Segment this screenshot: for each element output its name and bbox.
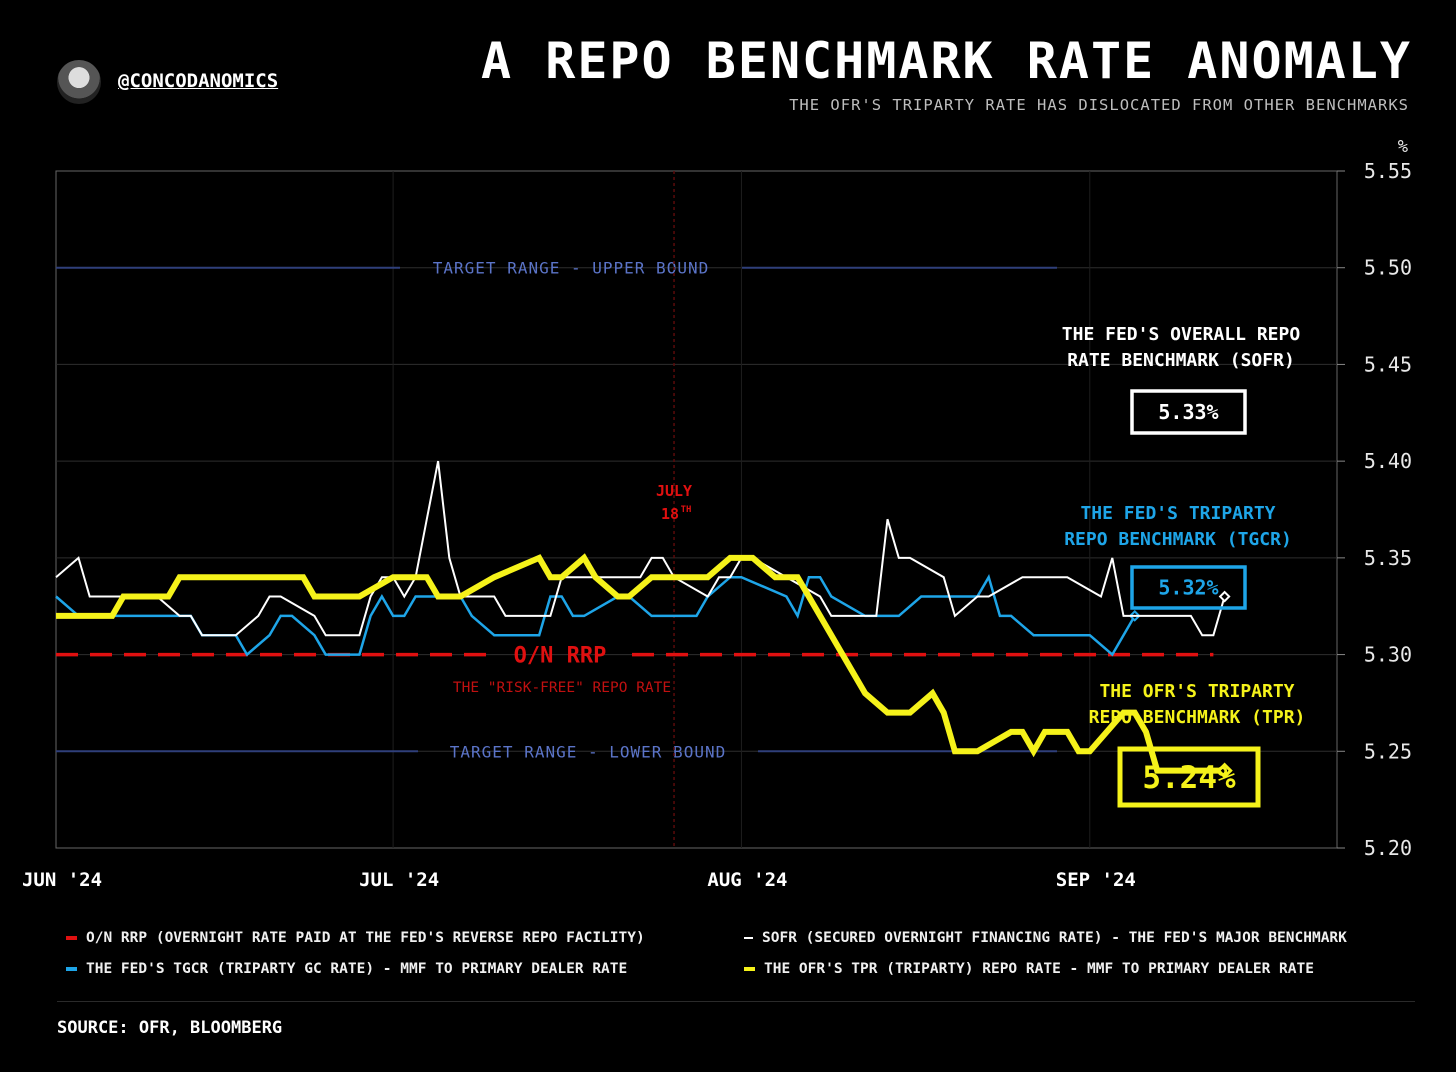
legend-label-onrrp: O/N RRP (OVERNIGHT RATE PAID AT THE FED'…: [86, 930, 645, 946]
x-tick-label: JUL '24: [359, 869, 439, 891]
y-tick-label: 5.20: [1364, 836, 1412, 860]
source-note: SOURCE: OFR, BLOOMBERG: [57, 1018, 283, 1038]
x-tick-label: SEP '24: [1056, 869, 1136, 891]
chart-title: A REPO BENCHMARK RATE ANOMALY: [481, 32, 1412, 90]
callout-tpr-title: REPO BENCHMARK (TPR): [1089, 707, 1306, 728]
callout-tpr-title: THE OFR'S TRIPARTY: [1099, 681, 1294, 702]
plot-frame: [55, 170, 1338, 849]
legend-swatch-onrrp: [66, 936, 77, 940]
legend-label-sofr: SOFR (SECURED OVERNIGHT FINANCING RATE) …: [762, 930, 1347, 946]
y-tick-label: 5.30: [1364, 643, 1412, 667]
legend-label-tpr: THE OFR'S TPR (TRIPARTY) REPO RATE - MMF…: [764, 961, 1314, 977]
series-line-tgcr: [55, 574, 1136, 657]
end-marker-sofr: [1218, 590, 1231, 603]
marker-label-sup: TH: [681, 505, 692, 515]
callout-tpr-box: [1117, 746, 1261, 808]
y-tick-label: 5.40: [1364, 449, 1412, 473]
legend-item-sofr: SOFR (SECURED OVERNIGHT FINANCING RATE) …: [744, 930, 1347, 946]
marker-label: JULY: [656, 482, 692, 500]
y-tick-label: 5.25: [1364, 739, 1412, 763]
avatar: [57, 60, 101, 104]
callout-tgcr-title: THE FED'S TRIPARTY: [1080, 503, 1275, 524]
series-line-tpr: [56, 553, 1225, 774]
target-range-label: TARGET RANGE - UPPER BOUND: [433, 259, 709, 278]
callout-sofr-box: [1130, 389, 1247, 435]
callout-tgcr-box: [1130, 565, 1247, 610]
y-tick-label: 5.45: [1364, 352, 1412, 376]
onrrp-label: O/N RRP: [514, 644, 607, 669]
legend-item-onrrp: O/N RRP (OVERNIGHT RATE PAID AT THE FED'…: [66, 930, 645, 946]
y-tick-label: 5.55: [1364, 159, 1412, 183]
callout-sofr-title: RATE BENCHMARK (SOFR): [1067, 350, 1295, 371]
callout-sofr-title: THE FED'S OVERALL REPO: [1062, 324, 1301, 345]
chart-subtitle: THE OFR'S TRIPARTY RATE HAS DISLOCATED F…: [789, 96, 1409, 114]
marker-label-day: 18: [661, 505, 679, 523]
y-tick-label: 5.50: [1364, 256, 1412, 280]
y-tick-label: 5.35: [1364, 546, 1412, 570]
legend-item-tpr: THE OFR'S TPR (TRIPARTY) REPO RATE - MMF…: [744, 961, 1314, 977]
legend-swatch-tgcr: [66, 967, 77, 971]
callout-tpr-value: 5.24%: [1142, 760, 1236, 796]
series-line-sofr: [55, 460, 1226, 637]
callout-sofr-value: 5.33%: [1158, 400, 1218, 424]
legend-swatch-sofr: [744, 937, 753, 939]
x-tick-label: JUN '24: [22, 869, 102, 891]
x-tick-label: AUG '24: [707, 869, 787, 891]
legend-swatch-tpr: [744, 967, 755, 971]
callout-tgcr-value: 5.32%: [1158, 576, 1218, 600]
author-handle[interactable]: @CONCODANOMICS: [118, 70, 279, 92]
y-axis-unit: %: [1398, 137, 1408, 157]
legend-item-tgcr: THE FED'S TGCR (TRIPARTY GC RATE) - MMF …: [66, 961, 627, 977]
end-marker-tpr: [1216, 762, 1233, 779]
footer-divider: [57, 1001, 1415, 1002]
callout-tgcr-title: REPO BENCHMARK (TGCR): [1064, 529, 1292, 550]
onrrp-sublabel: THE "RISK-FREE" REPO RATE: [453, 680, 671, 696]
legend-label-tgcr: THE FED'S TGCR (TRIPARTY GC RATE) - MMF …: [86, 961, 628, 977]
target-range-label: TARGET RANGE - LOWER BOUND: [450, 742, 726, 761]
